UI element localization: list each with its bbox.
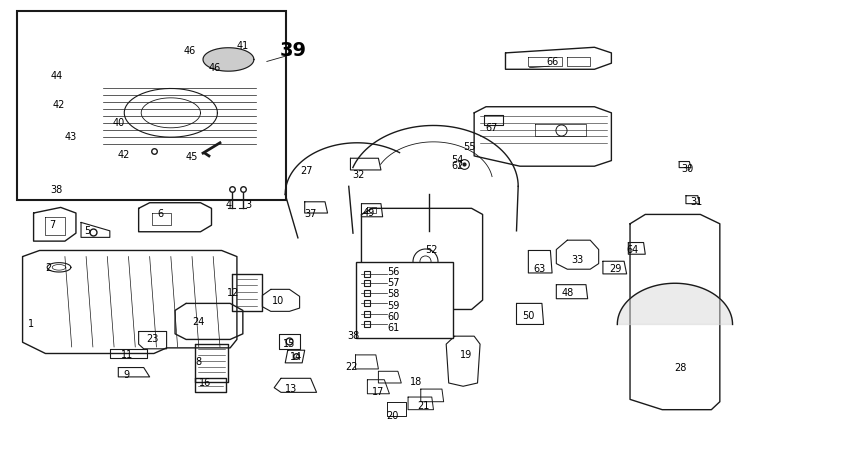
Text: 1: 1 [28,319,34,329]
Text: 41: 41 [236,41,249,51]
Text: 6: 6 [157,210,164,219]
Text: 24: 24 [193,317,205,327]
Text: 12: 12 [227,288,240,298]
Text: 7: 7 [49,220,55,230]
Text: 48: 48 [561,288,574,298]
Text: 50: 50 [522,311,535,321]
Text: 20: 20 [387,411,399,421]
Text: 11: 11 [121,350,133,360]
Text: 13: 13 [285,384,297,394]
Text: 62: 62 [451,161,463,171]
Text: 67: 67 [484,123,497,133]
Text: 5: 5 [85,226,91,236]
Polygon shape [617,283,733,325]
Text: 40: 40 [112,118,124,128]
Text: 22: 22 [345,362,358,372]
Text: 57: 57 [388,278,400,288]
Text: 3: 3 [246,200,252,210]
Text: 39: 39 [280,41,307,60]
Text: 49: 49 [363,208,375,218]
Text: 46: 46 [209,63,221,73]
Text: 66: 66 [546,57,558,67]
Text: 16: 16 [199,378,211,388]
Text: 17: 17 [372,387,384,398]
Text: 64: 64 [626,245,638,255]
Text: 21: 21 [417,401,429,411]
Text: 38: 38 [347,331,359,341]
Text: 60: 60 [388,312,400,322]
Text: 46: 46 [184,46,196,56]
Text: 61: 61 [388,323,400,333]
Text: 37: 37 [304,210,317,219]
Text: 15: 15 [283,339,296,349]
Text: 59: 59 [388,300,400,311]
Text: 2: 2 [45,263,51,273]
Text: 54: 54 [451,154,463,165]
Bar [17,11,286,200]
Text: 56: 56 [388,267,400,277]
Text: 45: 45 [186,152,198,162]
Text: 38: 38 [50,185,63,195]
Bar [355,262,453,338]
Text: 18: 18 [411,377,422,387]
Text: 42: 42 [53,100,65,110]
Text: 9: 9 [124,370,130,380]
Text: 52: 52 [426,245,438,255]
Text: 30: 30 [682,164,694,174]
Text: 4: 4 [225,200,231,210]
Text: 10: 10 [271,296,284,306]
Polygon shape [203,48,254,71]
Text: 19: 19 [460,350,472,360]
Text: 28: 28 [675,363,687,373]
Text: 58: 58 [388,290,400,300]
Text: 44: 44 [50,71,63,81]
Text: 55: 55 [462,142,475,152]
Text: 42: 42 [118,150,130,160]
Text: 14: 14 [290,352,303,362]
Text: 29: 29 [609,264,622,274]
Text: 31: 31 [690,197,702,207]
Text: 43: 43 [65,132,77,142]
Text: 63: 63 [533,264,546,274]
Text: 23: 23 [146,334,158,344]
Text: 27: 27 [300,166,313,176]
Text: 33: 33 [571,255,584,265]
Text: 8: 8 [195,357,201,367]
Text: 32: 32 [353,170,366,179]
